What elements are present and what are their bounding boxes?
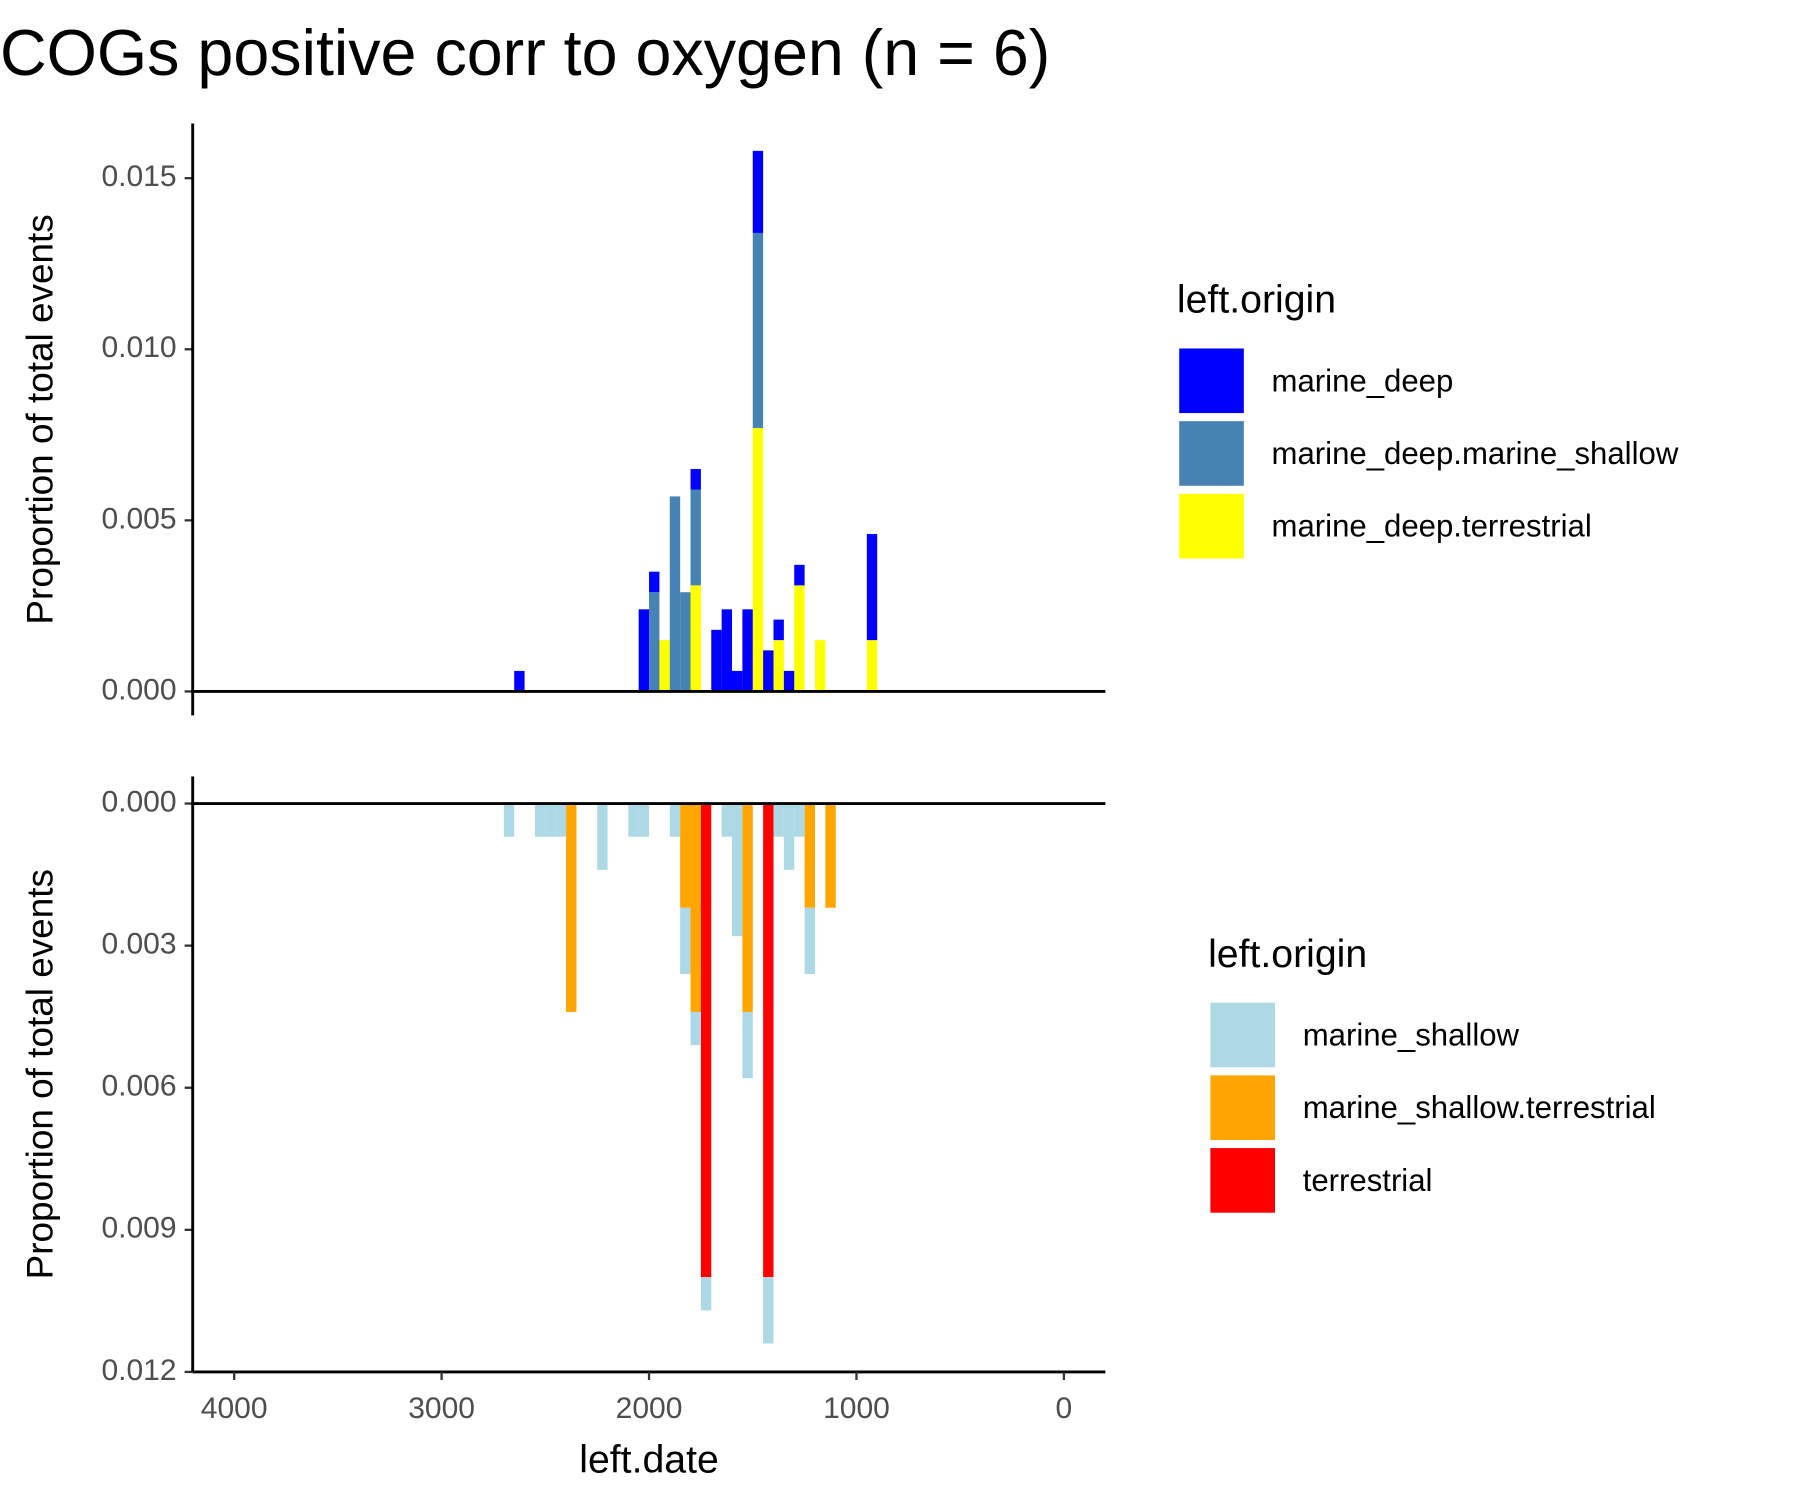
bar (866, 534, 878, 641)
y-tick-label: 0.012 (101, 1354, 176, 1387)
legend-label: marine_deep.terrestrial (1272, 509, 1592, 544)
bar (804, 803, 815, 908)
bar (814, 640, 826, 692)
legend-label: marine_deep.marine_shallow (1272, 436, 1679, 471)
bar (669, 496, 681, 692)
bar (783, 803, 795, 870)
bar (763, 1277, 774, 1344)
bar (690, 469, 701, 490)
legend-swatch (1210, 1075, 1275, 1140)
y-tick-label: 0.009 (101, 1212, 176, 1245)
bar (649, 571, 660, 593)
bar (794, 585, 805, 692)
bar (659, 640, 670, 692)
bar (783, 670, 795, 692)
bar (732, 670, 743, 692)
bar (503, 803, 515, 837)
bar (680, 592, 691, 692)
bar (690, 1011, 701, 1046)
bar (700, 1277, 712, 1311)
legend-title: left.origin (1177, 278, 1336, 322)
bar (742, 1011, 753, 1079)
bar (555, 803, 567, 837)
bar (763, 803, 774, 1278)
y-axis-label: Proportion of total events (19, 214, 60, 624)
bar (773, 619, 784, 641)
y-tick-label: 0.005 (101, 502, 176, 535)
bar (690, 803, 701, 1012)
legend-swatch (1179, 421, 1244, 486)
bar (825, 803, 836, 908)
x-tick-label: 3000 (408, 1392, 475, 1425)
legend-title: left.origin (1208, 932, 1367, 976)
legend-label: marine_shallow.terrestrial (1303, 1090, 1656, 1125)
bar (566, 803, 577, 1012)
bar (721, 609, 733, 692)
bar (690, 489, 701, 586)
bar (690, 585, 701, 692)
y-axis-label: Proportion of total events (19, 869, 60, 1279)
y-tick-label: 0.000 (101, 673, 176, 706)
bar (680, 907, 691, 975)
bar (545, 803, 556, 837)
legend-swatch (1210, 1148, 1275, 1213)
bar (700, 803, 712, 1278)
x-tick-label: 2000 (616, 1392, 683, 1425)
legend-label: marine_deep (1272, 363, 1454, 398)
y-tick-label: 0.003 (101, 928, 176, 961)
legend-label: marine_shallow (1303, 1018, 1520, 1053)
bar (866, 640, 878, 692)
bar (669, 803, 681, 837)
bar (597, 803, 608, 870)
x-tick-label: 4000 (201, 1392, 268, 1425)
bar (711, 629, 722, 692)
bar (773, 640, 784, 692)
bar (742, 609, 753, 692)
x-axis-label: left.date (579, 1437, 719, 1481)
legend-swatch (1179, 348, 1244, 414)
bar (752, 427, 764, 692)
chart-title: COGs positive corr to oxygen (n = 6) (0, 17, 1050, 89)
bar (514, 670, 525, 692)
bar (534, 803, 546, 837)
bar (794, 564, 805, 586)
bar (804, 907, 815, 975)
bar (680, 803, 691, 908)
bar (638, 609, 650, 692)
legend-swatch (1179, 493, 1244, 559)
bar (638, 803, 650, 837)
bar (752, 150, 764, 233)
legend-swatch (1210, 1002, 1275, 1068)
bar (721, 803, 733, 837)
y-tick-label: 0.015 (101, 160, 176, 193)
bar (773, 803, 784, 837)
y-tick-label: 0.006 (101, 1070, 176, 1103)
bar (732, 803, 743, 937)
x-tick-label: 1000 (823, 1392, 890, 1425)
bar (742, 803, 753, 1012)
bar (794, 803, 805, 837)
bar (628, 803, 639, 837)
bar (752, 232, 764, 428)
bar (649, 592, 660, 692)
x-tick-label: 0 (1056, 1392, 1073, 1425)
y-tick-label: 0.000 (101, 785, 176, 818)
legend-label: terrestrial (1303, 1163, 1433, 1198)
bar (763, 650, 774, 692)
y-tick-label: 0.010 (101, 331, 176, 364)
